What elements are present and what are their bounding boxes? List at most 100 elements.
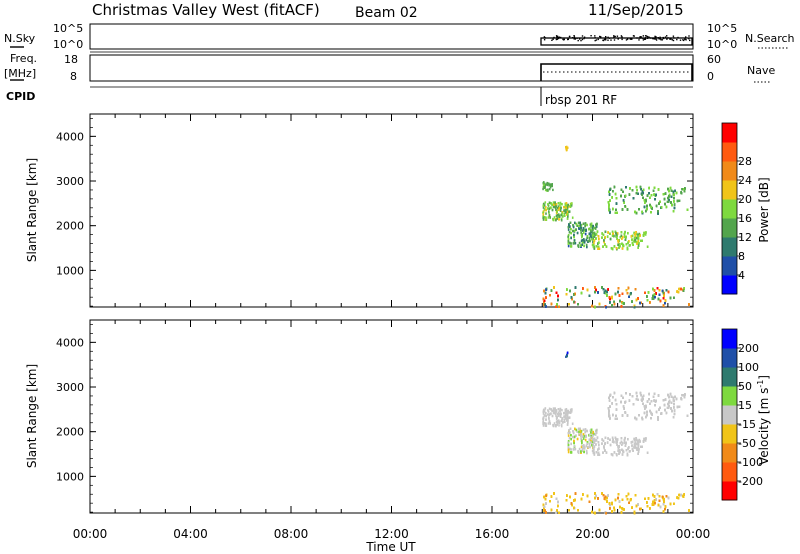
- data-cell: [567, 235, 569, 238]
- data-cell: [564, 208, 567, 212]
- data-cell: [559, 203, 561, 207]
- data-cell: [586, 235, 589, 238]
- data-cell: [553, 216, 556, 219]
- data-cell: [615, 437, 617, 441]
- data-cell: [586, 442, 588, 446]
- data-cell: [551, 203, 553, 206]
- data-cell: [545, 206, 547, 209]
- data-cell: [566, 217, 569, 220]
- data-cell: [580, 228, 582, 232]
- nsky-dot: [636, 37, 638, 39]
- nsky-dot: [666, 35, 668, 37]
- colorbar-segment: [722, 142, 737, 162]
- data-cell: [673, 203, 676, 206]
- data-cell: [578, 227, 580, 230]
- data-cell: [579, 223, 582, 227]
- data-cell: [577, 450, 579, 453]
- data-cell: [580, 244, 582, 247]
- data-cell: [597, 291, 599, 294]
- data-cell: [618, 445, 620, 448]
- data-cell: [616, 237, 618, 240]
- nsky-dot: [556, 36, 558, 38]
- data-cell: [595, 451, 598, 454]
- colorbar-tick-label: 24: [738, 174, 752, 187]
- data-cell: [595, 439, 598, 442]
- data-cell: [638, 438, 641, 442]
- data-cell: [557, 202, 560, 205]
- data-cell: [601, 232, 603, 235]
- data-cell: [584, 428, 587, 431]
- data-cell: [543, 422, 546, 425]
- plot-title: Christmas Valley West (fitACF): [92, 1, 320, 19]
- data-cell: [542, 206, 545, 209]
- data-cell: [570, 442, 572, 446]
- nsky-dot: [679, 39, 682, 41]
- data-cell: [585, 228, 587, 232]
- data-cell: [633, 306, 636, 309]
- freq-tick-bottom: 8: [70, 70, 77, 83]
- nsky-dot: [607, 39, 609, 41]
- data-cell: [572, 430, 574, 433]
- data-cell: [574, 286, 577, 289]
- data-cell: [585, 243, 588, 247]
- data-cell: [631, 447, 634, 451]
- data-cell: [594, 227, 597, 230]
- data-cell: [593, 448, 595, 451]
- colorbar-segment: [722, 275, 737, 295]
- data-cell: [590, 235, 593, 239]
- data-cell: [560, 219, 563, 222]
- data-cell: [580, 245, 582, 248]
- data-cell: [588, 438, 591, 441]
- data-cell: [603, 239, 605, 242]
- data-cell: [591, 238, 593, 241]
- y-tick-label: 3000: [56, 381, 84, 394]
- nsky-dot: [600, 36, 602, 38]
- data-cell: [649, 196, 651, 199]
- data-cell: [545, 412, 547, 415]
- data-cell: [611, 453, 614, 457]
- data-cell: [547, 188, 549, 191]
- data-cell: [633, 437, 635, 441]
- data-cell: [681, 188, 683, 191]
- data-cell: [556, 422, 559, 425]
- nsky-dot: [552, 38, 554, 40]
- data-cell: [567, 240, 570, 243]
- data-cell: [662, 193, 665, 196]
- data-cell: [673, 200, 675, 203]
- data-cell: [592, 224, 594, 228]
- data-cell: [668, 195, 670, 198]
- data-cell: [633, 231, 635, 235]
- data-cell: [570, 448, 572, 451]
- data-cell: [639, 301, 641, 305]
- data-cell: [566, 210, 569, 214]
- data-cell: [542, 297, 545, 301]
- data-cell: [608, 206, 610, 209]
- nsky-dot: [657, 37, 659, 39]
- data-cell: [569, 408, 572, 412]
- data-cell: [563, 418, 566, 422]
- data-cell: [563, 415, 565, 418]
- data-cell: [573, 445, 576, 448]
- data-cell: [680, 192, 683, 195]
- data-cell: [564, 214, 566, 217]
- data-cell: [580, 233, 583, 237]
- data-cell: [580, 291, 583, 295]
- data-cell: [575, 428, 578, 432]
- data-cell: [653, 293, 656, 296]
- data-cell: [626, 452, 629, 455]
- data-cell: [548, 407, 551, 410]
- colorbar-tick-label: 12: [738, 231, 752, 244]
- data-cell: [620, 440, 623, 443]
- y-tick-label: 1000: [56, 470, 84, 483]
- data-cell: [608, 193, 611, 196]
- data-cell: [547, 216, 550, 219]
- data-cell: [665, 205, 668, 209]
- data-cell: [636, 448, 638, 451]
- data-cell: [587, 240, 589, 243]
- data-cell: [592, 245, 595, 249]
- freq-label: Freq.: [10, 52, 37, 65]
- date-label: 11/Sep/2015: [588, 1, 684, 19]
- nsky-dot: [654, 35, 656, 38]
- data-cell: [542, 409, 545, 412]
- data-cell: [572, 242, 575, 245]
